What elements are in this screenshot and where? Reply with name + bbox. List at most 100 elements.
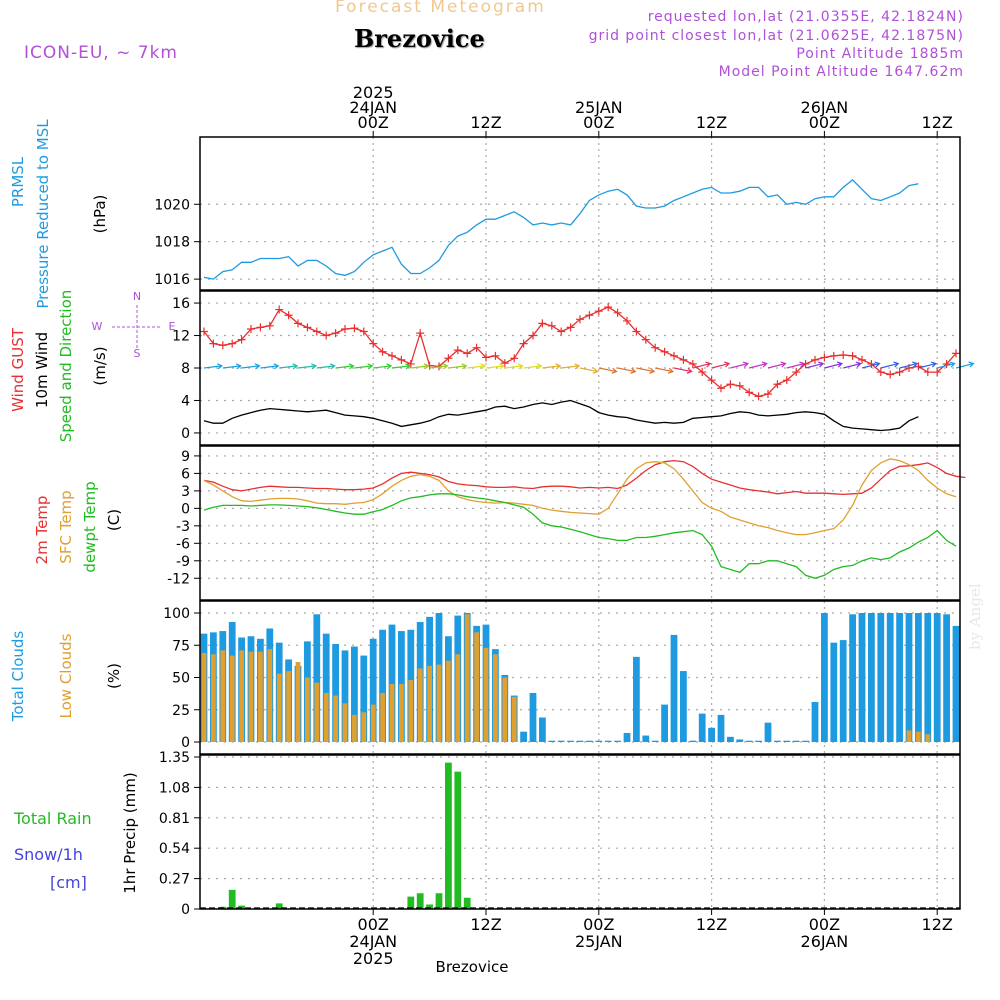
low-cloud-bar <box>906 730 912 742</box>
total-cloud-bar <box>755 740 762 742</box>
gust-marker <box>698 368 707 377</box>
total-cloud-bar <box>341 650 349 742</box>
ytick-label-pressure: 1018 <box>154 235 190 251</box>
gust-marker <box>491 351 500 360</box>
gust-marker <box>359 327 368 336</box>
ytick-label-temp: 3 <box>181 484 190 500</box>
wind-arrow-head <box>480 363 487 370</box>
total-cloud-bar <box>698 713 706 742</box>
wind-arrow-head <box>311 363 318 370</box>
ytick-label-wind: 8 <box>181 361 190 377</box>
gust-marker <box>416 329 425 338</box>
rain-bar <box>416 893 424 909</box>
forecast-title: Forecast Meteogram <box>335 0 546 17</box>
total-cloud-bar <box>858 613 866 742</box>
compass-east: E <box>169 320 176 333</box>
frame-layer <box>194 131 961 915</box>
total-cloud-bar <box>322 633 330 742</box>
wind-arrow-head <box>742 361 749 368</box>
gust-marker <box>942 359 951 368</box>
gust-marker <box>895 368 904 377</box>
gust-marker <box>876 368 885 377</box>
gust-marker <box>378 347 387 356</box>
requested-coords: requested lon,lat (21.0355E, 42.1824N) <box>647 9 964 25</box>
wind-arrow-head <box>705 361 712 368</box>
gust-marker <box>312 327 321 336</box>
wind-arrow-head <box>592 367 599 374</box>
gust-marker <box>594 307 603 316</box>
low-cloud-bar <box>248 651 254 742</box>
gust-marker <box>867 359 876 368</box>
gust-marker <box>350 324 359 333</box>
wind-arrow <box>617 367 636 373</box>
total-cloud-bar <box>689 740 697 742</box>
ytick-label-rain: 1.35 <box>159 750 190 766</box>
low-cloud-bar <box>286 671 291 742</box>
ytick-label-wind: 16 <box>172 296 190 312</box>
low-cloud-bar <box>276 673 282 742</box>
total-cloud-bar <box>670 634 678 742</box>
gust-marker <box>218 341 227 350</box>
gust-marker <box>265 321 274 330</box>
wind-arrow-head <box>761 361 768 368</box>
gust-marker <box>444 354 453 363</box>
wind-arrow-head <box>686 367 693 374</box>
gust-marker <box>576 315 584 324</box>
ytick-label-temp: 6 <box>181 466 190 482</box>
wind-arrow <box>749 362 767 369</box>
wind-arrow-head <box>912 361 919 368</box>
model-name: ICON-EU, ~ 7km <box>24 43 178 63</box>
bottom-time-label: 26JAN <box>801 932 849 951</box>
wind-arrow-head <box>536 363 543 370</box>
wind-arrow <box>542 365 561 369</box>
ytick-label-temp: -9 <box>176 554 190 570</box>
total-cloud-bar <box>567 740 574 742</box>
label-prmsl: PRMSL <box>9 156 27 207</box>
label-snow-units: [cm] <box>50 873 87 892</box>
series-line-wind10m <box>203 399 919 432</box>
total-cloud-bar <box>388 624 396 742</box>
wind-arrow <box>203 365 222 369</box>
total-cloud-bar <box>623 732 631 742</box>
wind-arrow-head <box>461 363 468 370</box>
rain-bar <box>435 893 443 909</box>
total-cloud-bar <box>783 740 791 742</box>
total-cloud-bar <box>539 717 546 742</box>
wind-arrow <box>692 362 711 369</box>
panel-frame-rain <box>199 754 961 910</box>
total-cloud-bar <box>774 740 781 742</box>
label-pressure-msl: Pressure Reduced to MSL <box>34 119 52 309</box>
ytick-label-rain: 0.54 <box>159 841 190 857</box>
low-cloud-bar <box>455 654 461 742</box>
total-cloud-bar <box>821 613 828 742</box>
total-cloud-bar <box>661 704 668 742</box>
wind-arrow <box>636 367 655 373</box>
wind-arrow <box>918 362 936 369</box>
total-cloud-bar <box>520 731 527 742</box>
footer-location: Brezovice <box>436 958 509 976</box>
low-cloud-bar <box>474 632 479 742</box>
gust-marker <box>482 353 490 362</box>
ytick-label-clouds: 50 <box>172 671 190 687</box>
ytick-label-wind: 4 <box>181 393 190 409</box>
series-line-sfc-temp <box>203 458 957 536</box>
gust-marker <box>670 351 678 360</box>
total-cloud-bar <box>586 740 593 742</box>
wind-arrow-head <box>893 361 900 368</box>
top-time-label: 12Z <box>470 113 501 132</box>
ytick-label-clouds: 100 <box>163 606 190 622</box>
series-line-2m-temp <box>203 459 966 496</box>
gust-marker <box>613 308 622 317</box>
wind-arrow <box>260 365 279 369</box>
gust-marker <box>237 335 246 344</box>
total-cloud-bar <box>811 702 819 742</box>
wind-arrow <box>824 362 842 369</box>
low-cloud-bar <box>239 650 244 742</box>
wind-arrow <box>955 362 974 369</box>
wind-arrow-head <box>667 367 674 374</box>
data-layer <box>200 179 975 909</box>
low-cloud-bar <box>399 683 404 742</box>
total-cloud-bar <box>548 740 556 742</box>
gust-marker <box>200 327 208 336</box>
